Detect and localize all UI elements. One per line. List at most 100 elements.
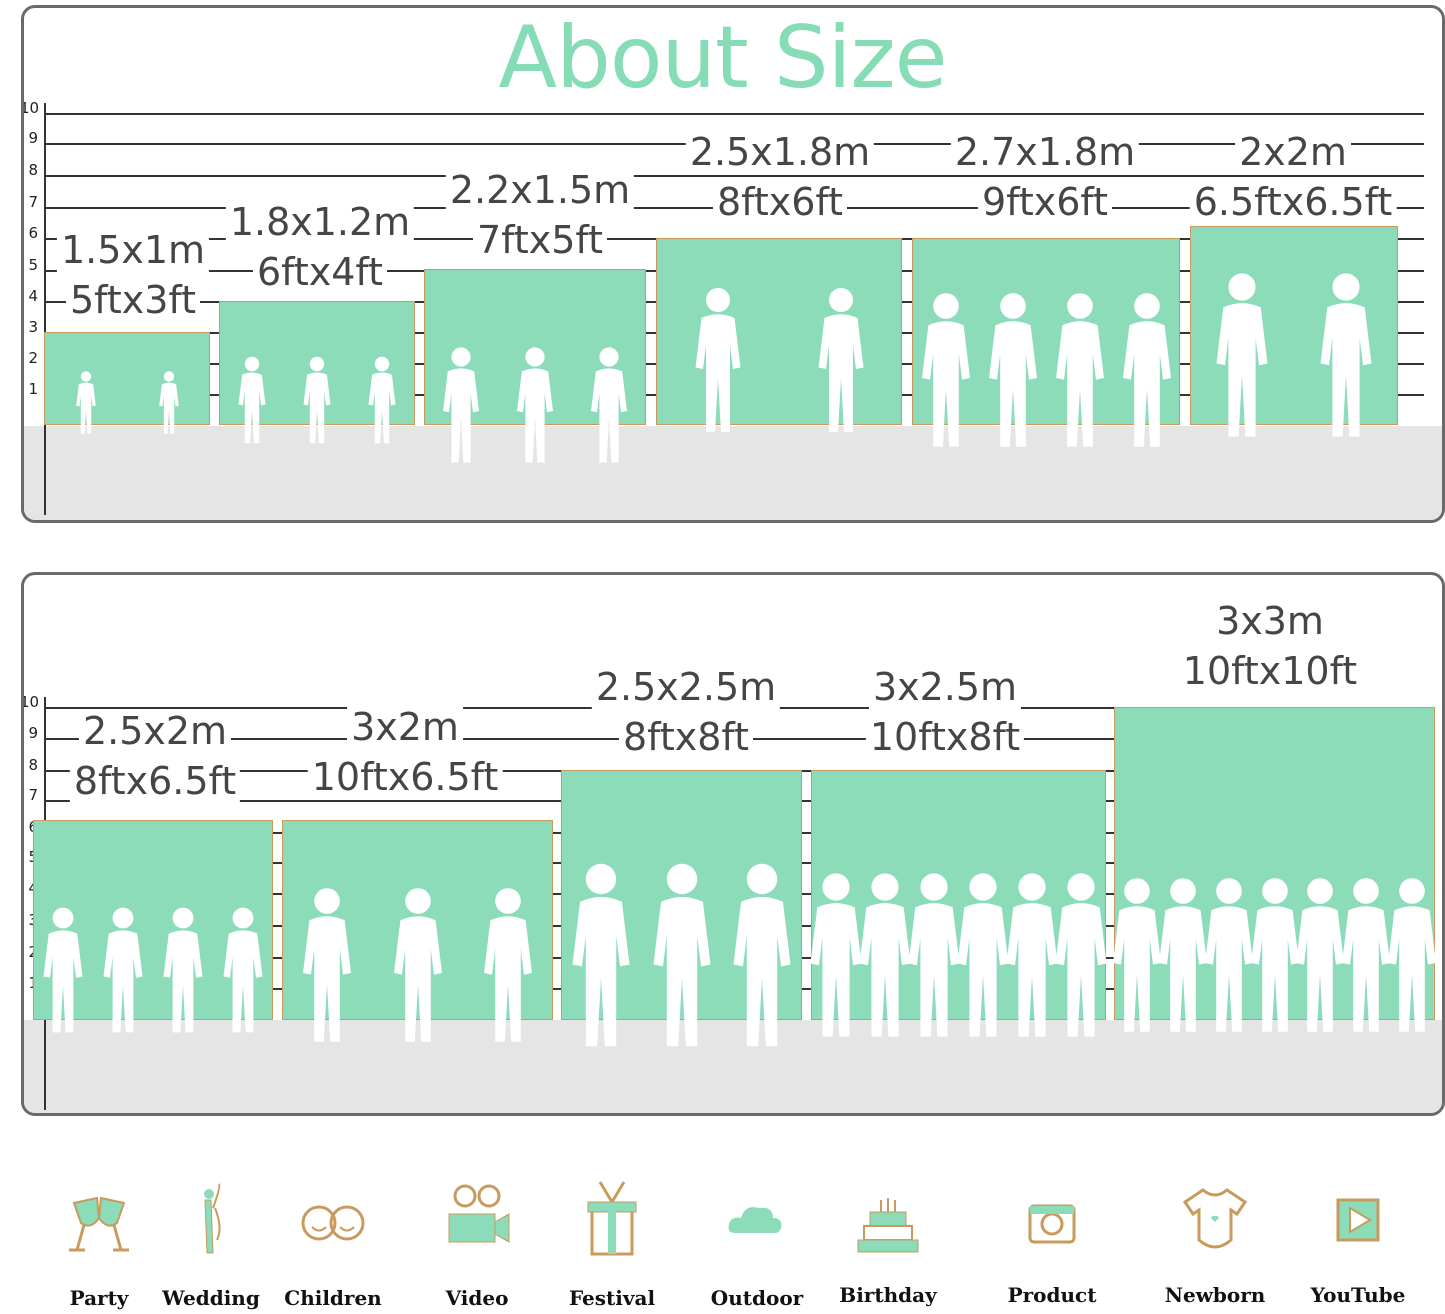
size-metric-label: 2.5x1.8m: [685, 130, 875, 174]
scale-tick-label: 9: [28, 129, 38, 147]
person-silhouette: [1216, 273, 1268, 437]
size-metric-label: 2.2x1.5m: [445, 168, 635, 212]
person-silhouette: [653, 863, 710, 1047]
use-case-label: Party: [69, 1286, 129, 1310]
use-case-label: Video: [445, 1286, 509, 1310]
person-silhouette: [393, 888, 442, 1042]
person-silhouette: [43, 907, 83, 1033]
person-silhouette: [1250, 878, 1299, 1032]
gift-box-icon: [587, 1181, 637, 1256]
size-metric-label: 1.5x1m: [56, 228, 210, 272]
person-silhouette: [921, 293, 970, 447]
scale-line: [44, 707, 1114, 709]
scale-tick-label: 7: [28, 786, 38, 804]
scale-line: [44, 738, 1114, 740]
scale-tick-label: 8: [28, 161, 38, 179]
size-metric-label: 1.8x1.2m: [225, 200, 415, 244]
person-silhouette: [1388, 878, 1437, 1032]
person-silhouette: [163, 907, 203, 1033]
size-imperial-label: 7ftx5ft: [472, 218, 608, 262]
size-imperial-label: 10ftx8ft: [865, 715, 1025, 759]
use-case-label: Birthday: [839, 1283, 937, 1307]
size-imperial-label: 6.5ftx6.5ft: [1189, 180, 1397, 224]
birthday-cake-icon: [857, 1198, 919, 1253]
person-silhouette: [810, 873, 862, 1037]
person-silhouette: [1158, 878, 1207, 1032]
scale-axis: [44, 103, 46, 515]
person-silhouette: [1055, 873, 1107, 1037]
size-metric-label: 3x3m: [1212, 599, 1328, 643]
scale-tick-label: 8: [28, 756, 38, 774]
scale-tick-label: 4: [28, 287, 38, 305]
size-metric-label: 2.5x2m: [78, 709, 232, 753]
size-metric-label: 2.5x2.5m: [591, 665, 781, 709]
size-imperial-label: 10ftx6.5ft: [307, 755, 503, 799]
person-silhouette: [303, 356, 331, 444]
wedding-couple-icon: [204, 1183, 221, 1254]
person-silhouette: [1112, 878, 1161, 1032]
size-metric-label: 2x2m: [1235, 130, 1351, 174]
scale-tick-label: 1: [28, 380, 38, 398]
person-silhouette: [517, 347, 553, 463]
camera-icon: [1028, 1204, 1076, 1244]
size-imperial-label: 10ftx10ft: [1178, 649, 1362, 693]
person-silhouette: [1204, 878, 1253, 1032]
person-silhouette: [238, 356, 266, 444]
size-panel-row-2: 109876543212.5x2m8ftx6.5ft3x2m10ftx6.5ft…: [21, 572, 1445, 1116]
person-silhouette: [695, 288, 740, 432]
backdrop-size-1: [44, 332, 210, 425]
person-silhouette: [733, 863, 791, 1047]
person-silhouette: [1055, 293, 1104, 447]
size-panel-row-1: 10 9 8 7 6 5 4 3 2 1 1.5x1m 5ftx3ft 1.8x1.2m 6ftx4ft 2…: [21, 5, 1445, 523]
person-silhouette: [1122, 293, 1171, 447]
scale-tick-label: 6: [28, 224, 38, 242]
use-case-label: Wedding: [162, 1286, 260, 1310]
use-case-label: Festival: [568, 1286, 656, 1310]
person-silhouette: [1006, 873, 1058, 1037]
scale-tick-label: 10: [21, 693, 40, 711]
person-silhouette: [368, 356, 396, 444]
backdrop-size-3: [561, 770, 802, 1020]
person-silhouette: [988, 293, 1037, 447]
scale-tick-label: 5: [28, 256, 38, 274]
use-case-label: Newborn: [1164, 1283, 1266, 1307]
person-silhouette: [818, 288, 863, 432]
person-silhouette: [859, 873, 911, 1037]
person-silhouette: [223, 907, 263, 1033]
person-silhouette: [158, 371, 179, 434]
person-silhouette: [1296, 878, 1345, 1032]
wine-glasses-icon: [69, 1196, 129, 1252]
floor: [24, 426, 1442, 520]
backdrop-size-4: [811, 770, 1106, 1020]
use-case-label: YouTube: [1310, 1283, 1406, 1307]
size-metric-label: 2.7x1.8m: [950, 130, 1140, 174]
size-imperial-label: 6ftx4ft: [252, 250, 388, 294]
size-metric-label: 3x2.5m: [868, 665, 1022, 709]
person-silhouette: [483, 888, 532, 1042]
person-silhouette: [1320, 273, 1372, 437]
scale-line: [44, 113, 1424, 115]
scale-tick-label: 7: [28, 193, 38, 211]
backdrop-size-4: [656, 238, 902, 425]
size-imperial-label: 5ftx3ft: [65, 278, 201, 322]
person-silhouette: [908, 873, 960, 1037]
baby-onesie-icon: [1182, 1188, 1248, 1249]
play-button-icon: [1336, 1198, 1380, 1242]
size-metric-label: 3x2m: [347, 705, 463, 749]
cloud-icon: [728, 1207, 782, 1234]
use-case-label: Children: [284, 1286, 382, 1310]
person-silhouette: [957, 873, 1009, 1037]
page-title: About Size: [498, 8, 947, 108]
children-faces-icon: [301, 1205, 365, 1241]
person-silhouette: [591, 347, 627, 463]
person-silhouette: [1342, 878, 1391, 1032]
size-imperial-label: 9ftx6ft: [977, 180, 1113, 224]
scale-tick-label: 9: [28, 724, 38, 742]
scale-line: [44, 175, 1424, 177]
use-case-label: Product: [1007, 1283, 1097, 1307]
person-silhouette: [303, 888, 352, 1042]
person-silhouette: [103, 907, 143, 1033]
size-imperial-label: 8ftx6ft: [712, 180, 848, 224]
size-imperial-label: 8ftx8ft: [618, 715, 754, 759]
person-silhouette: [75, 371, 96, 434]
